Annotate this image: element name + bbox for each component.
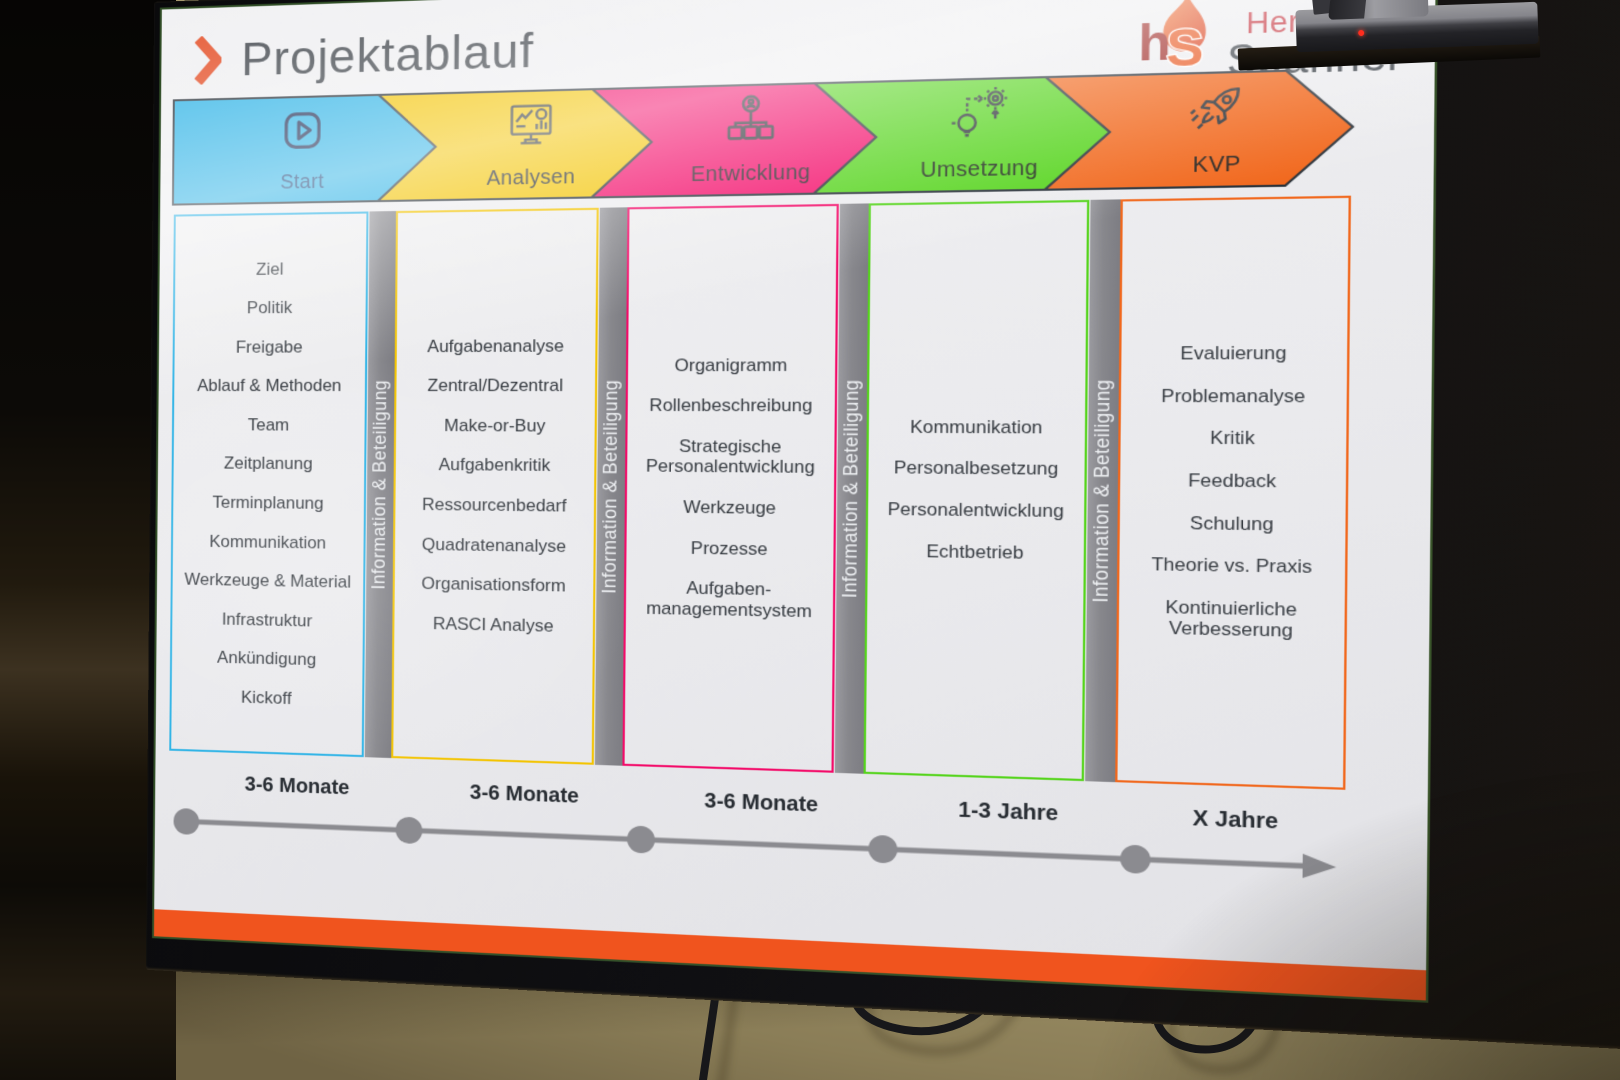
phase-columns: Ziel Politik Freigabe Ablauf & Methoden Team… [169, 195, 1352, 790]
column-item: Echtbetrieb [926, 540, 1024, 563]
timeline-duration-label: 1-3 Jahre [958, 798, 1059, 826]
column-item: Ziel [256, 259, 284, 279]
slide-title: Projektablauf [241, 22, 535, 86]
phase-arrow-band: Start Analysen Entwicklung Umsetzung KVP [172, 68, 1353, 206]
column-item: Aufgabenkritik [438, 455, 551, 476]
timeline-dot [1120, 844, 1151, 875]
phase-label: Umsetzung [920, 156, 1039, 183]
separator-label: Information & Beteiligung [1089, 378, 1115, 603]
camera-lens-band [1328, 0, 1368, 20]
column-item: Zeitplanung [223, 453, 313, 474]
logo-flame-icon: h S [1135, 0, 1225, 80]
column-item: Theorie vs. Praxis [1151, 554, 1313, 578]
timeline-dot [626, 825, 655, 854]
timeline-dot [395, 816, 423, 845]
column-item: Zentral/Dezentral [427, 375, 564, 396]
column-item: Personalentwicklung [887, 499, 1065, 522]
info-separator-bar: Information & Beteiligung [364, 211, 396, 759]
column-item: Politik [246, 298, 293, 318]
phase-label: Start [280, 170, 325, 194]
separator-label: Information & Beteiligung [838, 379, 863, 599]
phase-label: Analysen [486, 165, 576, 190]
column-item: Kritik [1210, 427, 1255, 449]
conference-camera [1237, 0, 1568, 78]
timeline-duration-label: 3-6 Monate [244, 773, 350, 800]
column-item: Ankündigung [217, 647, 317, 670]
column-item: Quadratenanalyse [421, 534, 567, 556]
column-item: Infrastruktur [221, 609, 313, 631]
info-separator-bar: Information & Beteiligung [1084, 199, 1120, 783]
column-item: Freigabe [235, 337, 303, 357]
column-item: Aufgaben-managementsystem [646, 578, 813, 622]
column-item: Kommunikation [209, 531, 327, 553]
column-item: Aufgabenanalyse [427, 335, 565, 356]
svg-text:S: S [1166, 19, 1204, 79]
column-item: Werkzeuge & Material [184, 569, 352, 592]
column-item: Ablauf & Methoden [197, 376, 342, 396]
separator-label: Information & Beteiligung [598, 379, 622, 594]
phase-column-start: Ziel Politik Freigabe Ablauf & Methoden Team… [169, 211, 369, 758]
presentation-slide: Projektablauf h S [151, 0, 1438, 1003]
info-separator-bar: Information & Beteiligung [834, 203, 869, 774]
play-icon [276, 103, 329, 157]
phase-label: KVP [1192, 152, 1241, 178]
org-chart-icon [722, 92, 779, 148]
info-separator-bar: Information & Beteiligung [594, 207, 627, 766]
column-item: Rollenbeschreibung [649, 395, 813, 416]
column-item: Schulung [1189, 512, 1274, 535]
phase-column-kvp: Evaluierung Problemanalyse Kritik Feedback S… [1115, 195, 1352, 790]
column-item: Feedback [1187, 470, 1277, 492]
rocket-icon [1186, 79, 1248, 138]
column-item: Kickoff [240, 687, 292, 708]
timeline-dot [868, 834, 898, 864]
column-item: Prozesse [690, 537, 768, 559]
monitor-chart-icon [504, 97, 559, 152]
timeline-dot [173, 807, 200, 836]
timeline-arrowhead-icon [1302, 853, 1337, 880]
separator-label: Information & Beteiligung [368, 379, 391, 590]
phase-column-analysen: Aufgabenanalyse Zentral/Dezentral Make-or-… [391, 207, 599, 765]
timeline-duration-label: 3-6 Monate [469, 781, 580, 808]
phase-label: Entwicklung [690, 160, 811, 187]
idea-gear-icon [950, 86, 1009, 143]
column-item: Werkzeuge [683, 497, 777, 519]
column-item: Strategische Personalentwicklung [645, 436, 815, 478]
title-chevron-icon [195, 35, 222, 84]
phase-column-entwicklung: Organigramm Rollenbeschreibung Strategisch… [622, 203, 839, 773]
column-item: Kommunikation [909, 416, 1043, 438]
column-item: Evaluierung [1180, 342, 1287, 365]
column-item: Ressourcenbedarf [422, 494, 567, 516]
slide-header: Projektablauf [195, 21, 535, 87]
column-item: Problemanalyse [1161, 385, 1306, 407]
column-item: Organigramm [674, 354, 788, 376]
tv-display: Projektablauf h S [145, 0, 1620, 1050]
column-item: Make-or-Buy [444, 415, 546, 436]
timeline-duration-label: X Jahre [1192, 806, 1279, 834]
column-item: Team [247, 415, 290, 435]
column-item: RASCI Analyse [432, 613, 554, 636]
phase-arrow-kvp: KVP [1045, 68, 1354, 191]
column-item: Terminplanung [212, 492, 324, 513]
camera-head [1328, 0, 1429, 20]
phase-column-umsetzung: Kommunikation Personalbesetzung Personalen… [863, 199, 1090, 782]
camera-led-icon [1358, 29, 1365, 37]
column-item: Organisationsform [421, 573, 566, 596]
timeline: 3-6 Monate 3-6 Monate 3-6 Monate 1-3 Jahre X… [167, 767, 1347, 892]
column-item: Kontinuierliche Verbesserung [1165, 596, 1298, 642]
column-item: Personalbesetzung [893, 457, 1059, 480]
timeline-duration-label: 3-6 Monate [704, 789, 819, 817]
